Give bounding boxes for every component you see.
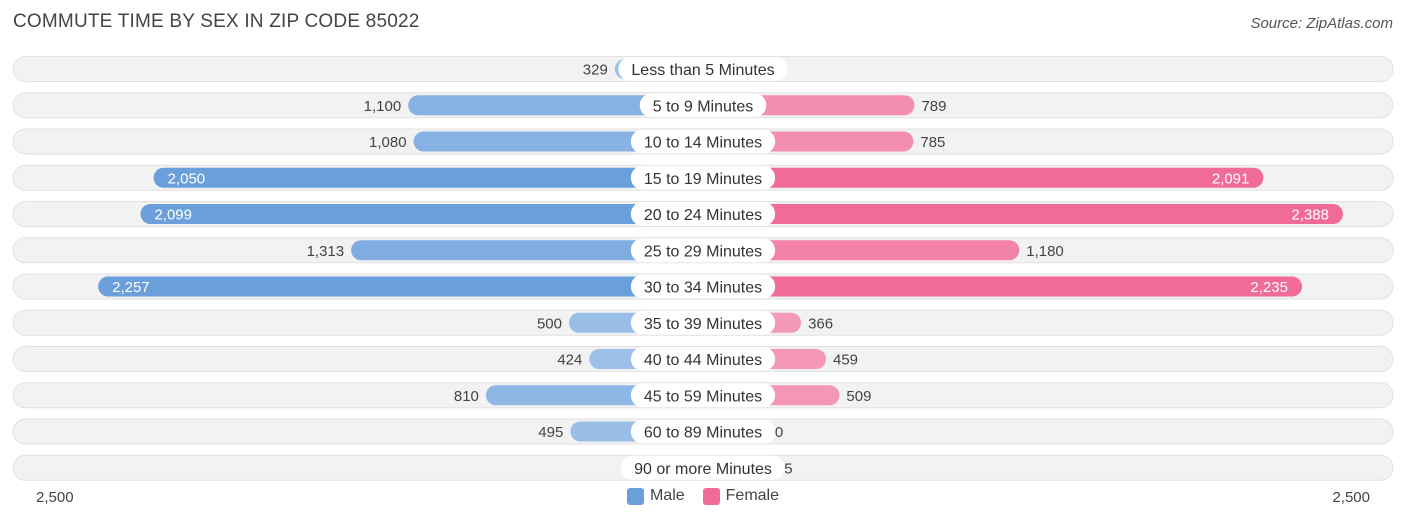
value-label-female-40-to-44-minutes: 459 <box>833 352 858 369</box>
value-label-male-25-to-29-minutes: 1,313 <box>307 243 345 260</box>
bar-male-30-to-34-minutes <box>98 276 703 297</box>
category-label-5-to-9-minutes: 5 to 9 Minutes <box>653 98 754 115</box>
category-pill-15-to-19-minutes <box>630 165 776 190</box>
value-label-female-5-to-9-minutes: 789 <box>921 98 946 115</box>
category-label-less-than-5-minutes: Less than 5 Minutes <box>631 62 774 79</box>
legend-label-male: Male <box>649 487 685 504</box>
category-pill-20-to-24-minutes <box>630 202 776 226</box>
legend-label-female: Female <box>725 487 780 504</box>
value-label-female-15-to-19-minutes: 2,091 <box>1212 170 1250 187</box>
bar-male-5-to-9-minutes <box>408 95 703 116</box>
value-label-male-30-to-34-minutes: 2,257 <box>112 279 150 296</box>
bar-female-15-to-19-minutes <box>703 167 1264 188</box>
value-label-male-45-to-59-minutes: 810 <box>454 388 479 405</box>
category-pill-30-to-34-minutes <box>630 274 776 299</box>
category-label-10-to-14-minutes: 10 to 14 Minutes <box>644 135 762 152</box>
value-label-male-60-to-89-minutes: 495 <box>538 424 563 441</box>
category-pill-60-to-89-minutes <box>630 419 776 444</box>
legend-item-female[interactable]: Female <box>702 487 780 505</box>
category-label-20-to-24-minutes: 20 to 24 Minutes <box>644 207 762 224</box>
value-label-female-45-to-59-minutes: 509 <box>846 388 871 405</box>
category-pill-10-to-14-minutes <box>630 129 776 154</box>
bar-female-25-to-29-minutes <box>703 240 1020 261</box>
category-pill-25-to-29-minutes <box>630 238 776 263</box>
category-pill-90-or-more-minutes <box>621 455 785 480</box>
category-pill-less-than-5-minutes <box>618 57 788 81</box>
value-label-female-30-to-34-minutes: 2,235 <box>1250 279 1288 296</box>
bar-male-20-to-24-minutes <box>140 204 703 224</box>
value-label-female-10-to-14-minutes: 785 <box>920 134 945 151</box>
value-label-male-20-to-24-minutes: 2,099 <box>154 207 192 224</box>
legend-swatch-male <box>626 487 644 505</box>
value-label-female-20-to-24-minutes: 2,388 <box>1291 207 1329 224</box>
category-pill-40-to-44-minutes <box>630 347 776 371</box>
bar-male-10-to-14-minutes <box>413 131 703 152</box>
category-label-90-or-more-minutes: 90 or more Minutes <box>634 461 772 478</box>
axis-left-label: 2,500 <box>36 489 74 506</box>
category-pill-35-to-39-minutes <box>630 310 776 335</box>
chart-title: COMMUTE TIME BY SEX IN ZIP CODE 85022 <box>13 11 420 32</box>
axis-right-label: 2,500 <box>1332 489 1370 506</box>
legend: Male Female <box>0 487 1406 505</box>
bar-male-15-to-19-minutes <box>153 167 704 188</box>
category-label-60-to-89-minutes: 60 to 89 Minutes <box>644 425 762 442</box>
value-label-female-25-to-29-minutes: 1,180 <box>1026 243 1064 260</box>
value-label-male-35-to-39-minutes: 500 <box>537 315 562 332</box>
value-label-male-10-to-14-minutes: 1,080 <box>369 134 407 151</box>
category-pill-5-to-9-minutes <box>639 93 767 118</box>
value-label-male-5-to-9-minutes: 1,100 <box>364 98 402 115</box>
category-pill-45-to-59-minutes <box>630 383 776 408</box>
category-label-25-to-29-minutes: 25 to 29 Minutes <box>644 243 762 260</box>
bar-female-20-to-24-minutes <box>703 204 1343 224</box>
category-label-15-to-19-minutes: 15 to 19 Minutes <box>644 171 762 188</box>
bar-male-25-to-29-minutes <box>351 240 703 261</box>
legend-swatch-female <box>702 487 720 505</box>
value-label-male-less-than-5-minutes: 329 <box>583 62 608 79</box>
category-label-45-to-59-minutes: 45 to 59 Minutes <box>644 388 762 405</box>
value-label-female-35-to-39-minutes: 366 <box>808 315 833 332</box>
category-label-30-to-34-minutes: 30 to 34 Minutes <box>644 280 762 297</box>
category-label-35-to-39-minutes: 35 to 39 Minutes <box>644 316 762 333</box>
category-label-40-to-44-minutes: 40 to 44 Minutes <box>644 352 762 369</box>
value-label-male-15-to-19-minutes: 2,050 <box>168 170 206 187</box>
legend-item-male[interactable]: Male <box>626 487 685 505</box>
bar-female-30-to-34-minutes <box>703 276 1302 297</box>
value-label-male-40-to-44-minutes: 424 <box>557 352 582 369</box>
source-note: Source: ZipAtlas.com <box>1250 15 1393 32</box>
